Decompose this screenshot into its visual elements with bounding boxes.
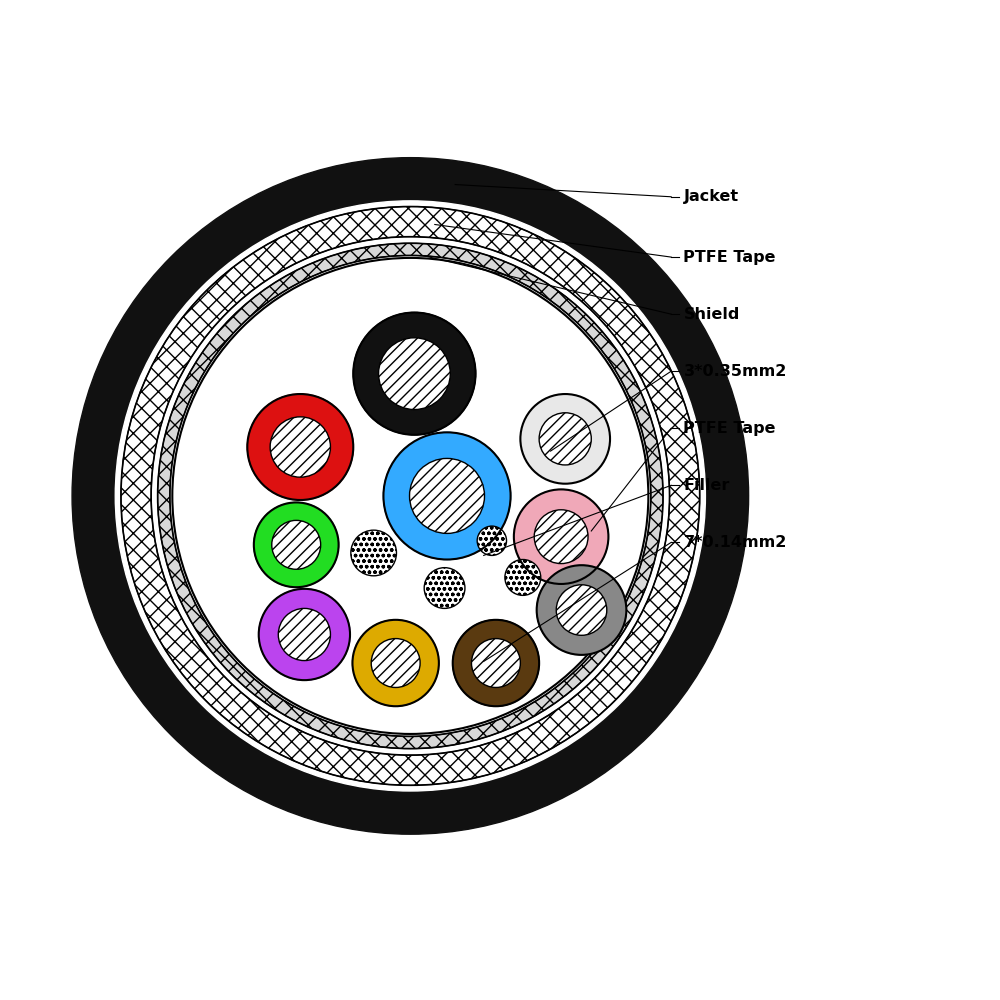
Circle shape [379,338,450,410]
Circle shape [505,560,541,595]
Circle shape [424,568,465,608]
Circle shape [477,526,507,555]
Circle shape [520,394,610,484]
Circle shape [278,608,330,661]
Circle shape [514,489,608,584]
Circle shape [539,413,591,465]
Circle shape [556,585,607,635]
Text: Filler: Filler [683,478,730,493]
Circle shape [410,458,485,533]
Text: 7*0.14mm2: 7*0.14mm2 [683,535,787,550]
Circle shape [534,510,588,564]
Circle shape [272,520,321,569]
Circle shape [270,417,330,477]
Text: Jacket: Jacket [683,189,739,204]
Circle shape [353,313,476,435]
Circle shape [247,394,353,500]
Circle shape [351,530,396,576]
Circle shape [259,589,350,680]
Text: PTFE Tape: PTFE Tape [683,250,776,265]
Text: PTFE Tape: PTFE Tape [683,421,776,436]
Circle shape [254,502,339,587]
Circle shape [352,620,439,706]
Circle shape [371,639,420,687]
Circle shape [172,258,648,734]
Circle shape [72,158,749,834]
Circle shape [453,620,539,706]
Circle shape [115,201,705,791]
Circle shape [471,639,520,687]
Text: Shield: Shield [683,307,740,322]
Circle shape [383,432,511,560]
Text: 3*0.35mm2: 3*0.35mm2 [683,364,787,379]
Circle shape [537,565,626,655]
